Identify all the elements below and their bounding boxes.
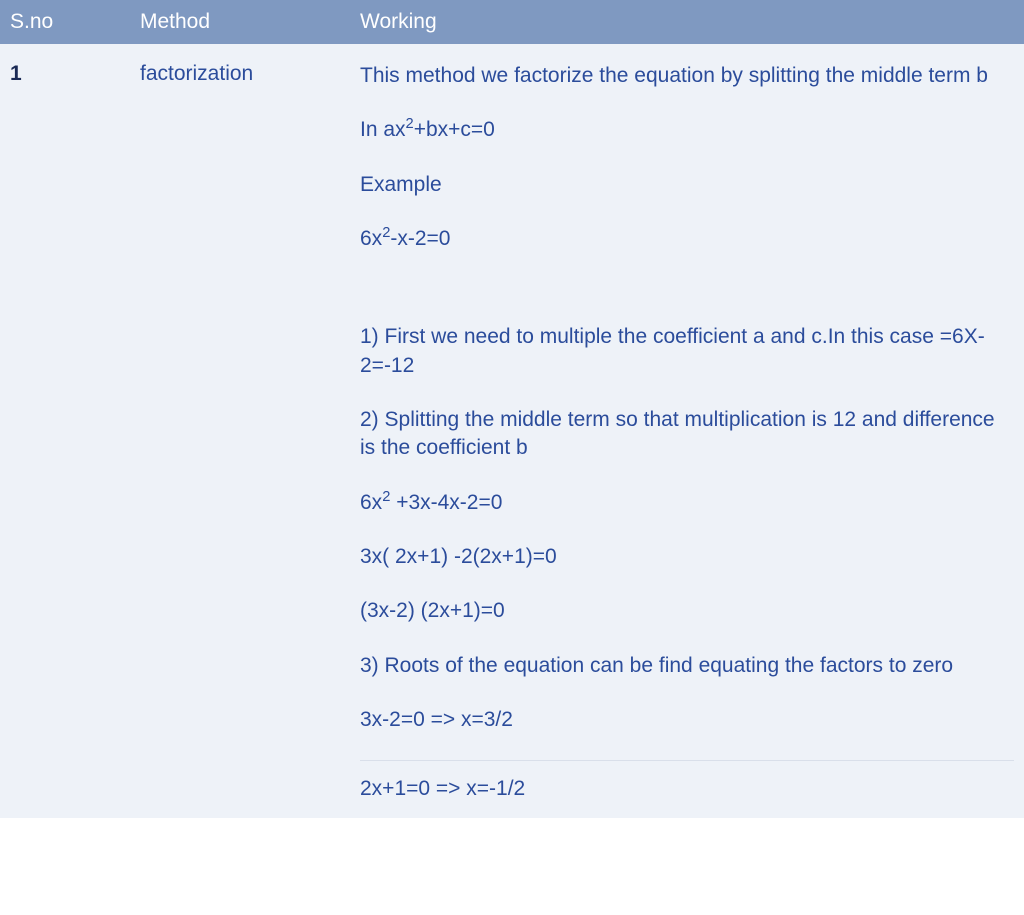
working-line: 6x2 +3x-4x-2=0: [360, 489, 1014, 517]
table-header-row: S.no Method Working: [0, 0, 1024, 44]
working-line: 3x( 2x+1) -2(2x+1)=0: [360, 543, 1014, 571]
cell-working: This method we factorize the equation by…: [350, 44, 1024, 818]
working-line: In ax2+bx+c=0: [360, 116, 1014, 144]
cell-sno: 1: [0, 44, 130, 818]
cell-method: factorization: [130, 44, 350, 818]
header-sno: S.no: [0, 0, 130, 44]
working-line: 2x+1=0 => x=-1/2: [360, 760, 1014, 803]
working-line: 3x-2=0 => x=3/2: [360, 706, 1014, 734]
working-line: Example: [360, 171, 1014, 199]
methods-table: S.no Method Working 1 factorization This…: [0, 0, 1024, 818]
working-line: 3) Roots of the equation can be find equ…: [360, 652, 1014, 680]
table-row: 1 factorization This method we factorize…: [0, 44, 1024, 818]
header-method: Method: [130, 0, 350, 44]
working-line: (3x-2) (2x+1)=0: [360, 597, 1014, 625]
working-line: 1) First we need to multiple the coeffic…: [360, 323, 1014, 380]
working-line: This method we factorize the equation by…: [360, 62, 1014, 90]
working-line: 2) Splitting the middle term so that mul…: [360, 406, 1014, 463]
header-working: Working: [350, 0, 1024, 44]
working-line: 6x2-x-2=0: [360, 225, 1014, 253]
